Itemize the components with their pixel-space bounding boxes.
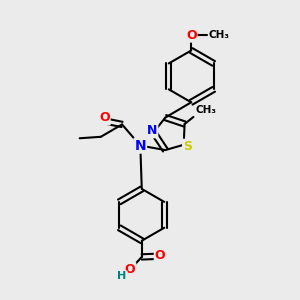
Text: H: H (117, 272, 127, 281)
Text: O: O (155, 249, 165, 262)
Text: O: O (99, 112, 110, 124)
Text: N: N (134, 139, 146, 153)
Text: O: O (186, 29, 196, 42)
Text: CH₃: CH₃ (196, 105, 217, 115)
Text: S: S (183, 140, 192, 153)
Text: N: N (147, 124, 157, 137)
Text: CH₃: CH₃ (209, 30, 230, 40)
Text: O: O (125, 263, 135, 276)
